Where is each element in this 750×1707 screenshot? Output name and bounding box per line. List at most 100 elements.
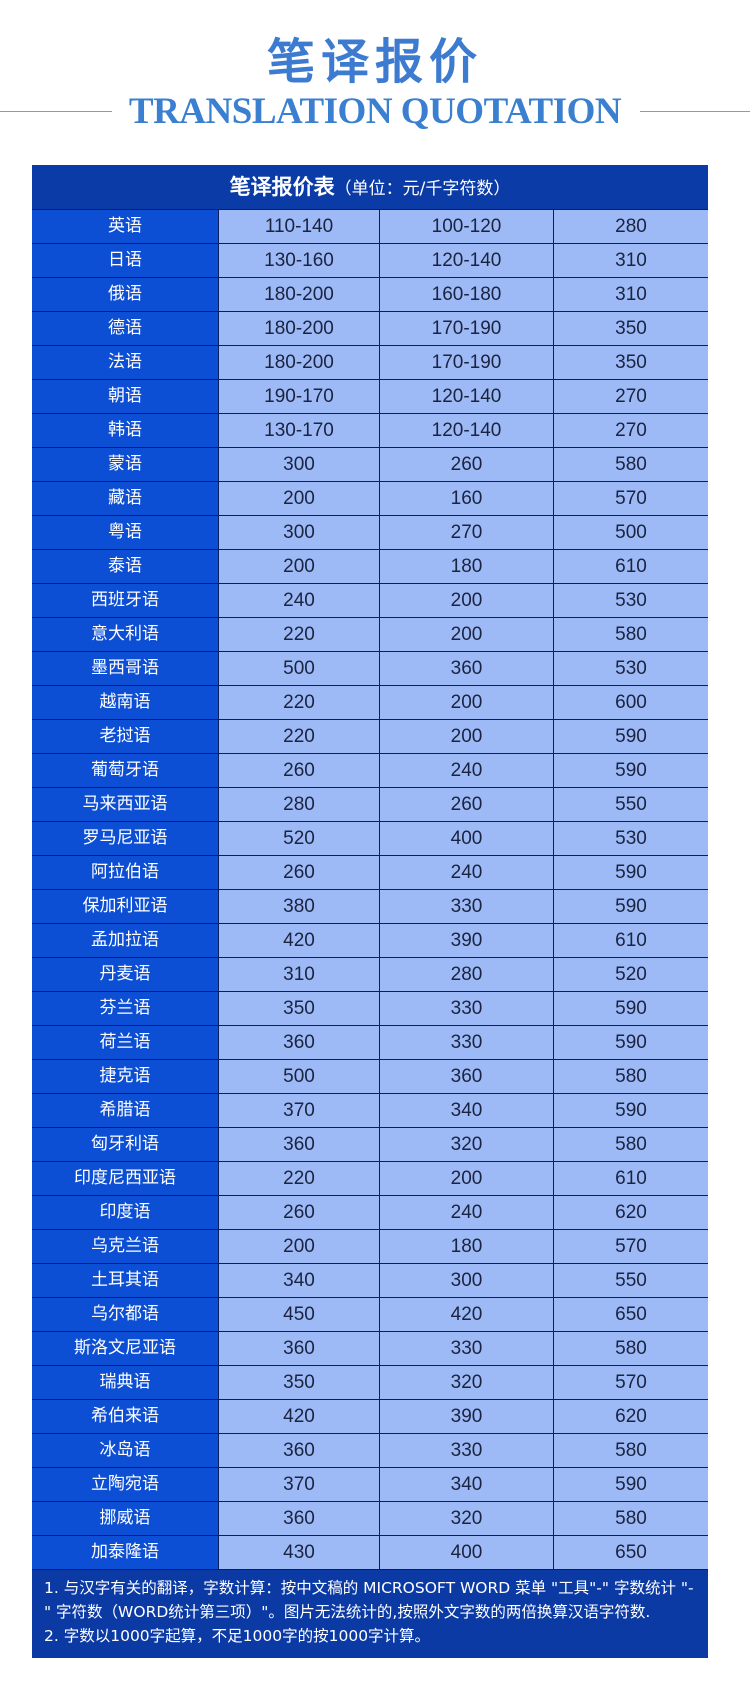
- language-cell: 保加利亚语: [32, 890, 218, 923]
- price-cell: 420: [218, 1400, 379, 1433]
- price-cell: 530: [553, 652, 708, 685]
- price-cell: 310: [218, 958, 379, 991]
- price-cell: 200: [379, 720, 553, 753]
- price-cell: 130-160: [218, 244, 379, 277]
- table-row: 粤语 300 270 500: [32, 515, 708, 549]
- price-cell: 550: [553, 1264, 708, 1297]
- table-row: 荷兰语 360 330 590: [32, 1025, 708, 1059]
- price-cell: 180-200: [218, 312, 379, 345]
- price-cell: 120-140: [379, 244, 553, 277]
- price-cell: 520: [553, 958, 708, 991]
- table-row: 希伯来语 420 390 620: [32, 1399, 708, 1433]
- language-cell: 瑞典语: [32, 1366, 218, 1399]
- price-cell: 260: [218, 754, 379, 787]
- price-cell: 260: [379, 448, 553, 481]
- language-cell: 阿拉伯语: [32, 856, 218, 889]
- price-cell: 180: [379, 1230, 553, 1263]
- price-cell: 590: [553, 1026, 708, 1059]
- price-cell: 520: [218, 822, 379, 855]
- price-cell: 350: [218, 1366, 379, 1399]
- table-row: 印度语 260 240 620: [32, 1195, 708, 1229]
- language-cell: 马来西亚语: [32, 788, 218, 821]
- price-cell: 110-140: [218, 210, 379, 243]
- language-cell: 韩语: [32, 414, 218, 447]
- language-cell: 意大利语: [32, 618, 218, 651]
- price-cell: 370: [218, 1468, 379, 1501]
- language-cell: 蒙语: [32, 448, 218, 481]
- price-cell: 180-200: [218, 346, 379, 379]
- language-cell: 挪威语: [32, 1502, 218, 1535]
- table-row: 英语 110-140 100-120 280: [32, 209, 708, 243]
- table-row: 老挝语 220 200 590: [32, 719, 708, 753]
- price-cell: 360: [218, 1434, 379, 1467]
- price-cell: 330: [379, 890, 553, 923]
- price-cell: 320: [379, 1128, 553, 1161]
- price-cell: 330: [379, 1434, 553, 1467]
- price-cell: 170-190: [379, 312, 553, 345]
- table-row: 蒙语 300 260 580: [32, 447, 708, 481]
- price-cell: 390: [379, 1400, 553, 1433]
- divider-left: [0, 111, 112, 112]
- price-cell: 580: [553, 448, 708, 481]
- price-cell: 360: [218, 1026, 379, 1059]
- price-cell: 570: [553, 1230, 708, 1263]
- price-cell: 320: [379, 1502, 553, 1535]
- price-cell: 310: [553, 244, 708, 277]
- price-cell: 180: [379, 550, 553, 583]
- language-cell: 印度尼西亚语: [32, 1162, 218, 1195]
- price-cell: 340: [218, 1264, 379, 1297]
- table-row: 阿拉伯语 260 240 590: [32, 855, 708, 889]
- price-cell: 610: [553, 924, 708, 957]
- price-cell: 260: [379, 788, 553, 821]
- language-cell: 冰岛语: [32, 1434, 218, 1467]
- price-cell: 280: [379, 958, 553, 991]
- price-cell: 240: [379, 754, 553, 787]
- table-row: 丹麦语 310 280 520: [32, 957, 708, 991]
- price-cell: 200: [379, 686, 553, 719]
- price-cell: 650: [553, 1536, 708, 1569]
- language-cell: 土耳其语: [32, 1264, 218, 1297]
- price-cell: 590: [553, 890, 708, 923]
- price-cell: 270: [553, 414, 708, 447]
- table-row: 法语 180-200 170-190 350: [32, 345, 708, 379]
- price-cell: 220: [218, 686, 379, 719]
- price-cell: 100-120: [379, 210, 553, 243]
- price-cell: 390: [379, 924, 553, 957]
- language-cell: 泰语: [32, 550, 218, 583]
- table-row: 俄语 180-200 160-180 310: [32, 277, 708, 311]
- note-1: 1. 与汉字有关的翻译，字数计算：按中文稿的 MICROSOFT WORD 菜单…: [44, 1579, 694, 1621]
- table-row: 希腊语 370 340 590: [32, 1093, 708, 1127]
- price-cell: 310: [553, 278, 708, 311]
- language-cell: 藏语: [32, 482, 218, 515]
- language-cell: 葡萄牙语: [32, 754, 218, 787]
- price-cell: 190-170: [218, 380, 379, 413]
- language-cell: 希伯来语: [32, 1400, 218, 1433]
- price-cell: 580: [553, 1502, 708, 1535]
- table-row: 加泰隆语 430 400 650: [32, 1535, 708, 1569]
- language-cell: 丹麦语: [32, 958, 218, 991]
- table-row: 墨西哥语 500 360 530: [32, 651, 708, 685]
- divider-right: [640, 111, 750, 112]
- price-table: 笔译报价表（单位：元/千字符数） 英语 110-140 100-120 280 日语 13…: [32, 165, 708, 1658]
- table-row: 越南语 220 200 600: [32, 685, 708, 719]
- price-cell: 200: [218, 482, 379, 515]
- price-cell: 170-190: [379, 346, 553, 379]
- price-cell: 340: [379, 1468, 553, 1501]
- note-2: 2. 字数以1000字起算，不足1000字的按1000字计算。: [44, 1627, 431, 1645]
- price-cell: 400: [379, 1536, 553, 1569]
- table-row: 孟加拉语 420 390 610: [32, 923, 708, 957]
- price-cell: 200: [218, 1230, 379, 1263]
- table-row: 挪威语 360 320 580: [32, 1501, 708, 1535]
- price-cell: 360: [218, 1128, 379, 1161]
- price-cell: 500: [553, 516, 708, 549]
- price-cell: 610: [553, 550, 708, 583]
- table-row: 匈牙利语 360 320 580: [32, 1127, 708, 1161]
- price-cell: 500: [218, 652, 379, 685]
- table-title-row: 笔译报价表（单位：元/千字符数）: [32, 165, 708, 209]
- price-cell: 200: [379, 584, 553, 617]
- language-cell: 粤语: [32, 516, 218, 549]
- table-row: 保加利亚语 380 330 590: [32, 889, 708, 923]
- price-cell: 360: [218, 1332, 379, 1365]
- price-cell: 220: [218, 618, 379, 651]
- price-cell: 350: [218, 992, 379, 1025]
